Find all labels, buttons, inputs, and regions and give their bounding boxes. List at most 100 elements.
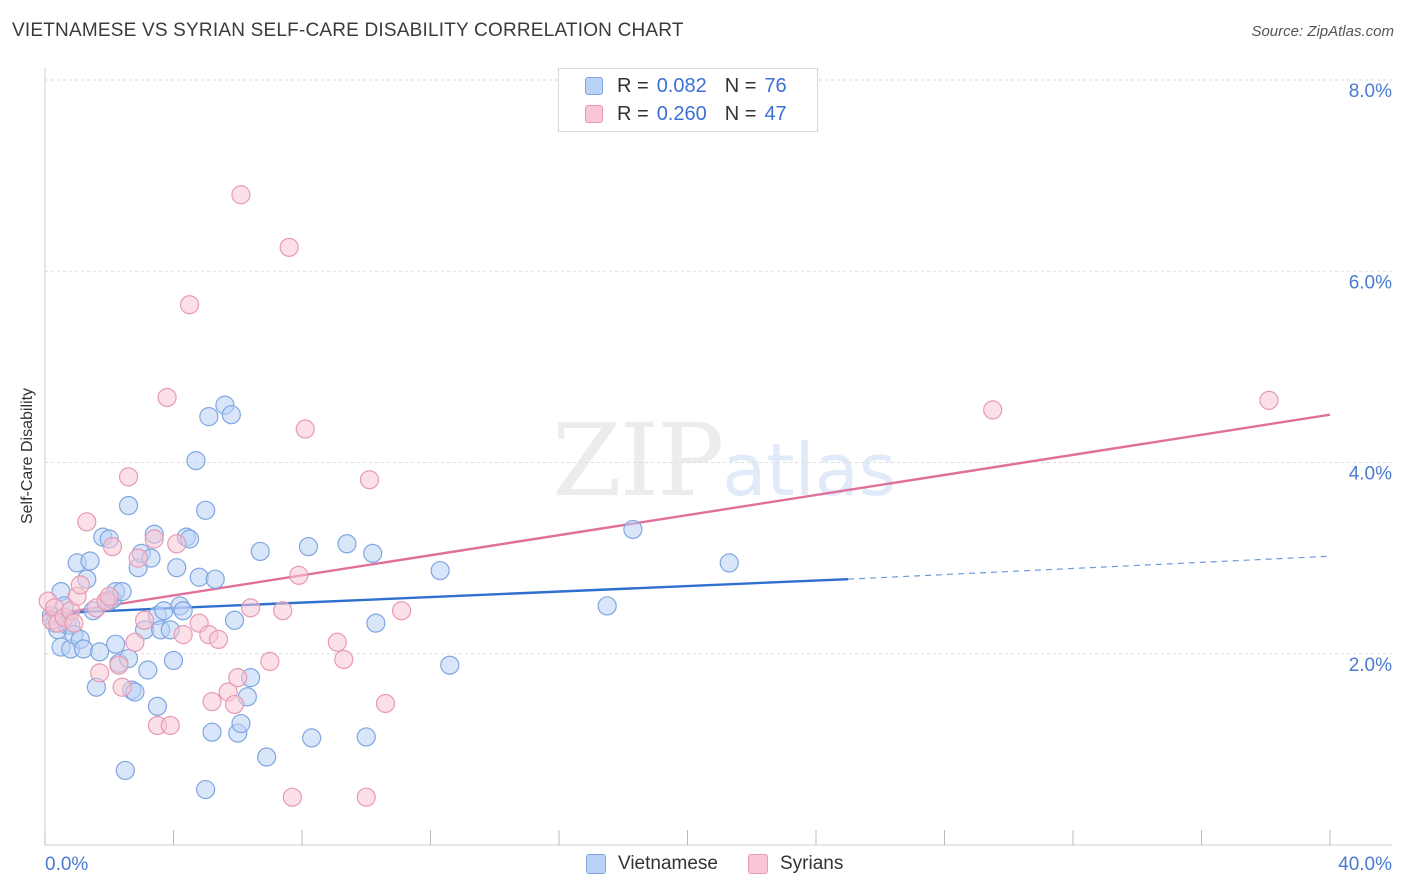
syrians-point [128,548,148,568]
vietnamese-point [298,537,319,557]
vietnamese-point [302,728,322,748]
vietnamese-trend-extension [848,555,1331,580]
syrians-point [70,575,90,595]
syrians-point [334,649,354,670]
watermark-zip: ZIP [552,402,724,519]
vietnamese-swatch [586,854,606,874]
syrians-point [279,237,299,257]
vietnamese-point [167,558,187,578]
vietnamese-point [356,727,376,747]
vietnamese-point [138,660,158,680]
vietnamese-point [597,596,617,616]
syrians-point [134,610,155,630]
trend-layer [44,413,1331,617]
vietnamese-point [199,407,219,427]
vietnamese-point [196,500,216,520]
syrians-point [99,586,119,606]
legend-n-label: N = [724,74,757,97]
syrians-swatch [585,105,603,123]
syrians-point [144,529,164,549]
y-tick-label: 4.0% [1349,464,1392,485]
syrians-point [112,677,132,697]
syrians-point [241,598,261,618]
series-legend-syrians[interactable]: Syrians [748,853,843,875]
syrians-point [90,663,110,683]
legend-n-value: 76 [764,74,787,97]
vietnamese-point [202,722,222,742]
vietnamese-point [186,450,206,471]
syrians-point [327,632,347,652]
vietnamese-point [106,634,126,654]
syrians-point [228,668,248,688]
point-layer [38,185,1279,807]
series-legend-label: Vietnamese [618,853,718,874]
x-tick-label: 40.0% [1338,854,1392,875]
chart-source: Source: ZipAtlas.com [1251,23,1394,40]
y-tick-label: 8.0% [1349,81,1392,102]
vietnamese-point [73,639,94,659]
syrians-point [109,655,129,675]
syrians-point [160,715,180,736]
vietnamese-point [147,696,168,716]
correlation-legend: R = 0.082 N = 76 R = 0.260 N = 47 [558,68,818,132]
vietnamese-point [189,567,209,587]
syrians-point [356,787,376,807]
vietnamese-point [440,655,460,675]
syrians-point [224,694,245,715]
syrians-point [167,534,187,554]
y-tick-label: 2.0% [1349,655,1392,676]
legend-n-value: 47 [764,102,787,125]
syrians-trend-line [44,413,1331,617]
vietnamese-point [163,650,184,671]
syrians-point [983,400,1003,420]
syrians-point [202,691,222,712]
axis-layer [44,68,1392,846]
syrians-point [231,185,251,205]
x-tick-label: 0.0% [45,854,88,875]
syrians-point [282,787,302,807]
vietnamese-point [623,519,643,540]
vietnamese-point [173,601,193,621]
watermark: ZIPatlas [552,402,896,519]
series-legend: Vietnamese Syrians [586,851,873,877]
chart-title: VIETNAMESE VS SYRIAN SELF-CARE DISABILIT… [12,20,684,41]
syrians-point [391,601,412,621]
vietnamese-point [221,405,241,425]
legend-r-value: 0.260 [656,102,707,125]
legend-row-syrians: R = 0.260 N = 47 [585,100,787,128]
syrians-point [102,537,123,557]
series-legend-label: Syrians [780,853,844,874]
syrians-point [64,613,84,633]
syrians-point [260,651,280,672]
vietnamese-point [366,613,386,633]
vietnamese-point [719,553,739,573]
y-tick-label: 6.0% [1349,272,1392,293]
vietnamese-point [205,569,225,589]
legend-r-label: R = [617,102,649,125]
vietnamese-point [224,610,245,630]
vietnamese-point [196,779,216,800]
syrians-point [125,632,145,652]
syrians-point [157,387,177,408]
tick-layer: 2.0% 4.0% 6.0% 8.0% 0.0% 40.0% [45,81,1392,875]
vietnamese-point [80,551,100,571]
syrians-swatch [748,854,768,874]
syrians-point [179,295,200,315]
series-legend-vietnamese[interactable]: Vietnamese [586,853,718,875]
syrians-point [295,419,315,439]
grid-layer [45,79,1392,655]
vietnamese-point [250,541,270,562]
syrians-point [1259,390,1279,410]
vietnamese-point [115,760,135,781]
syrians-point [77,512,97,532]
legend-r-value: 0.082 [656,74,707,97]
vietnamese-point [430,560,450,581]
syrians-point [289,565,309,585]
vietnamese-point [363,543,383,563]
syrians-point [273,601,293,621]
vietnamese-point [337,534,357,554]
vietnamese-point [257,747,277,767]
y-axis-title: Self-Care Disability [19,387,36,525]
vietnamese-point [231,713,251,734]
